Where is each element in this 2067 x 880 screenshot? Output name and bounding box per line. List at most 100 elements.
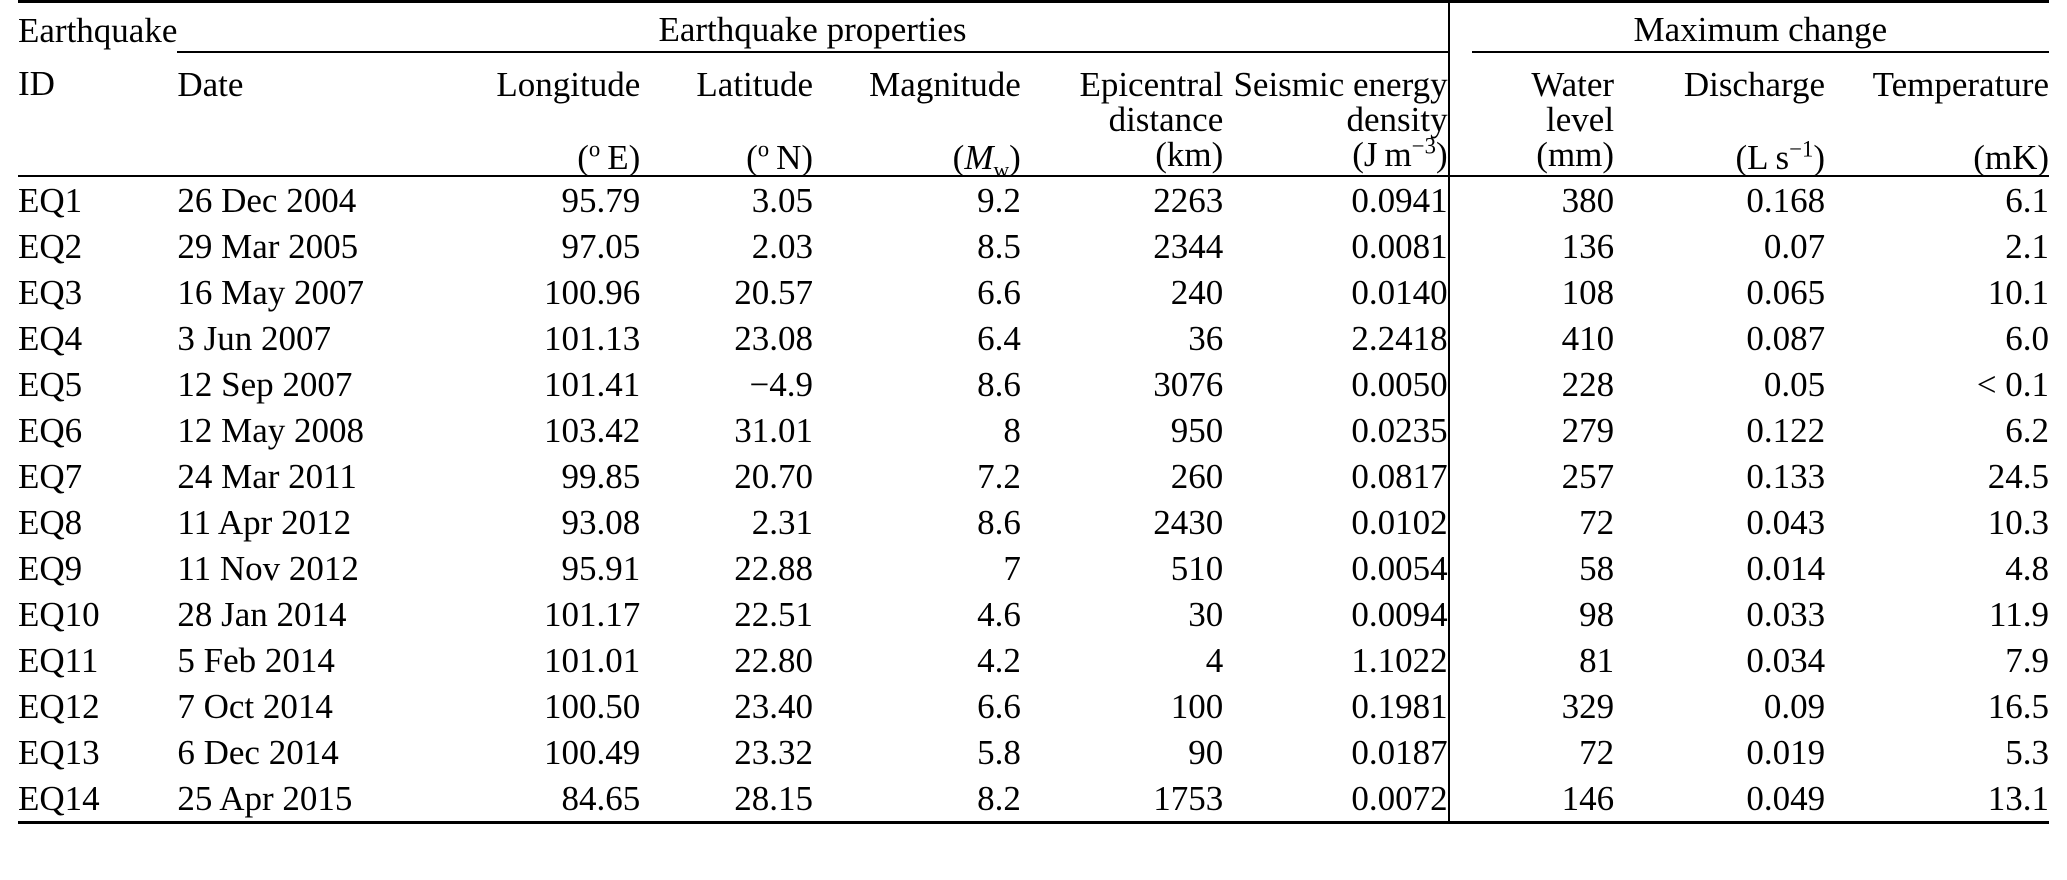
cell-water_level: 58 — [1579, 548, 1615, 588]
cell-latitude: 22.80 — [734, 640, 814, 680]
cell-energy: 0.0054 — [1351, 548, 1448, 588]
cell-magnitude: 6.6 — [977, 686, 1021, 726]
cell-magnitude: 8.2 — [977, 778, 1021, 818]
cell-water_level: 410 — [1561, 318, 1615, 358]
column-header-latitude-unit: (o N) — [746, 136, 814, 177]
cell-distance: 950 — [1170, 410, 1224, 450]
cell-magnitude: 6.4 — [977, 318, 1021, 358]
cell-date: 11 Apr 2012 — [177, 502, 352, 542]
column-header-longitude-unit: (o E) — [577, 136, 641, 177]
row-group-divider — [1447, 176, 1472, 223]
column-header-seismic-energy-density-label-2: density — [1346, 100, 1448, 139]
cell-discharge: 0.168 — [1746, 180, 1826, 220]
cell-water_level: 136 — [1561, 226, 1615, 266]
cell-date: 11 Nov 2012 — [177, 548, 359, 588]
table-bottom-rule — [18, 821, 2049, 825]
column-header-temperature-unit: (mK) — [1973, 138, 2049, 177]
cell-latitude: 28.15 — [734, 778, 814, 818]
cell-temperature: 6.2 — [2005, 410, 2049, 450]
cell-longitude: 101.41 — [544, 364, 641, 404]
column-header-longitude-label: Longitude — [496, 65, 641, 104]
column-header-discharge: Discharge (L s−1) — [1614, 52, 1825, 175]
cell-temperature: 5.3 — [2005, 732, 2049, 772]
cell-discharge: 0.133 — [1746, 456, 1826, 496]
cell-distance: 2430 — [1153, 502, 1224, 542]
row-group-divider — [1447, 453, 1472, 499]
cell-water_level: 380 — [1561, 180, 1615, 220]
cell-date: 5 Feb 2014 — [177, 640, 335, 680]
cell-temperature: 6.0 — [2005, 318, 2049, 358]
cell-magnitude: 7.2 — [977, 456, 1021, 496]
cell-distance: 36 — [1188, 318, 1224, 358]
cell-id: EQ2 — [18, 226, 83, 266]
table-row: EQ11 5 Feb 2014 101.01 22.80 4.2 4 1.1022 81 0.0… — [18, 637, 2049, 683]
column-header-magnitude-label: Magnitude — [869, 65, 1021, 104]
cell-magnitude: 8 — [1003, 410, 1021, 450]
cell-discharge: 0.034 — [1746, 640, 1826, 680]
column-header-epicentral-distance-label-1: Epicentral — [1079, 65, 1224, 104]
column-header-water-level-unit: (mm) — [1536, 135, 1615, 174]
cell-energy: 0.0235 — [1351, 410, 1448, 450]
group-header-earthquake-properties: Earthquake properties — [177, 3, 1449, 53]
cell-latitude: 31.01 — [734, 410, 814, 450]
cell-water_level: 108 — [1561, 272, 1615, 312]
cell-date: 24 Mar 2011 — [177, 456, 357, 496]
column-header-epicentral-distance-unit: (km) — [1155, 135, 1224, 174]
row-group-divider — [1447, 545, 1472, 591]
cell-date: 12 Sep 2007 — [177, 364, 353, 404]
cell-date: 6 Dec 2014 — [177, 732, 339, 772]
cell-distance: 510 — [1170, 548, 1224, 588]
cell-id: EQ7 — [18, 456, 83, 496]
cell-water_level: 98 — [1579, 594, 1615, 634]
cell-date: 28 Jan 2014 — [177, 594, 347, 634]
cell-date: 25 Apr 2015 — [177, 778, 353, 818]
row-group-divider — [1447, 775, 1472, 823]
cell-magnitude: 9.2 — [977, 180, 1021, 220]
column-header-latitude-label: Latitude — [696, 65, 814, 104]
cell-temperature: 16.5 — [1987, 686, 2049, 726]
cell-latitude: 22.51 — [734, 594, 814, 634]
column-header-magnitude: Magnitude (Mw) — [813, 52, 1021, 181]
cell-date: 16 May 2007 — [177, 272, 365, 312]
cell-temperature: 7.9 — [2005, 640, 2049, 680]
group-header-earthquake: Earthquake — [18, 11, 178, 50]
group-header-divider — [1447, 3, 1472, 52]
cell-energy: 0.0817 — [1351, 456, 1448, 496]
row-group-divider — [1447, 361, 1472, 407]
cell-discharge: 0.033 — [1746, 594, 1826, 634]
cell-water_level: 146 — [1561, 778, 1615, 818]
cell-date: 3 Jun 2007 — [177, 318, 331, 358]
table-row: EQ5 12 Sep 2007 101.41 −4.9 8.6 3076 0.0050 228… — [18, 361, 2049, 407]
cell-longitude: 97.05 — [561, 226, 641, 266]
cell-id: EQ6 — [18, 410, 83, 450]
cell-id: EQ12 — [18, 686, 100, 726]
cell-magnitude: 6.6 — [977, 272, 1021, 312]
cell-distance: 260 — [1170, 456, 1224, 496]
cell-magnitude: 8.6 — [977, 502, 1021, 542]
cell-temperature: 2.1 — [2005, 226, 2049, 266]
cell-longitude: 103.42 — [544, 410, 641, 450]
cell-temperature: 10.1 — [1987, 272, 2049, 312]
cell-temperature: 10.3 — [1987, 502, 2049, 542]
column-header-water-level-label-2: level — [1546, 100, 1615, 139]
cell-distance: 240 — [1170, 272, 1224, 312]
group-header-row: Earthquake Earthquake properties Maximum… — [18, 3, 2049, 53]
cell-discharge: 0.065 — [1746, 272, 1826, 312]
cell-longitude: 100.96 — [544, 272, 641, 312]
cell-energy: 0.0941 — [1351, 180, 1448, 220]
row-group-divider — [1447, 269, 1472, 315]
cell-discharge: 0.087 — [1746, 318, 1826, 358]
cell-magnitude: 8.5 — [977, 226, 1021, 266]
cell-longitude: 95.79 — [561, 180, 641, 220]
cell-id: EQ13 — [18, 732, 100, 772]
cell-distance: 4 — [1205, 640, 1224, 680]
cell-temperature: 11.9 — [1989, 594, 2049, 634]
cell-energy: 1.1022 — [1351, 640, 1448, 680]
cell-water_level: 279 — [1561, 410, 1615, 450]
cell-date: 26 Dec 2004 — [177, 180, 357, 220]
cell-temperature: 4.8 — [2005, 548, 2049, 588]
cell-energy: 0.0140 — [1351, 272, 1448, 312]
cell-longitude: 101.01 — [544, 640, 641, 680]
cell-latitude: −4.9 — [749, 364, 814, 404]
cell-energy: 0.0102 — [1351, 502, 1448, 542]
